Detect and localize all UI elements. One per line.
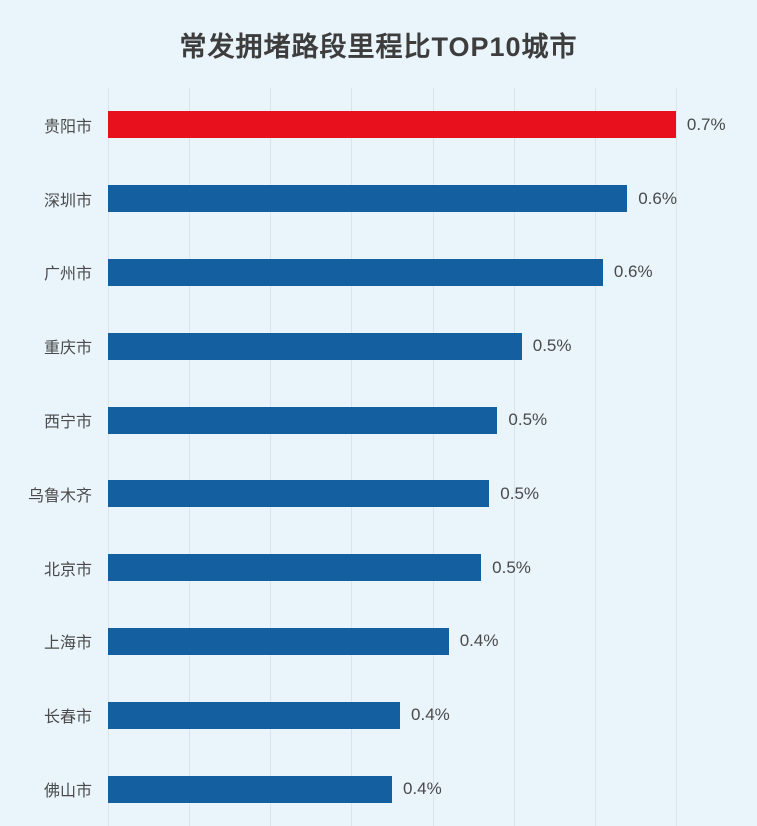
bar-row: 广州市 0.6% [0, 236, 757, 310]
gridline [270, 88, 272, 826]
bar-guangzhou [108, 258, 603, 286]
gridline [675, 88, 677, 826]
bar-track: 0.6% [108, 258, 757, 286]
category-label: 北京市 [43, 561, 92, 579]
bar-shenzhen [108, 185, 628, 213]
bar-row: 西宁市 0.5% [0, 383, 757, 457]
bar-track: 0.4% [108, 627, 757, 655]
bar-row: 深圳市 0.6% [0, 162, 757, 236]
value-label: 0.5% [532, 336, 572, 356]
bar-rows: 贵阳市 0.7% 深圳市 0.6% 广州市 0.6% [0, 88, 757, 826]
bar-track: 0.5% [108, 406, 757, 434]
value-label: 0.7% [686, 114, 726, 134]
value-label: 0.6% [638, 188, 677, 208]
value-label: 0.5% [500, 483, 540, 503]
gridline [189, 88, 191, 826]
value-label: 0.5% [508, 410, 548, 430]
category-label: 深圳市 [43, 192, 92, 210]
bar-guiyang [108, 111, 676, 139]
bar-track: 0.5% [108, 332, 757, 360]
bar-track: 0.4% [108, 775, 757, 803]
value-label: 0.6% [613, 262, 653, 282]
bar-changchun [108, 701, 401, 729]
gridline [108, 88, 109, 826]
gridline [594, 88, 596, 826]
bar-row: 佛山市 0.4% [0, 752, 757, 826]
gridline [513, 88, 515, 826]
category-label: 西宁市 [43, 414, 92, 432]
category-label: 佛山市 [43, 783, 92, 801]
gridlines [108, 88, 757, 826]
bar-chongqing [108, 332, 522, 360]
bar-beijing [108, 554, 482, 582]
bar-row: 长春市 0.4% [0, 678, 757, 752]
bar-row: 乌鲁木齐 0.5% [0, 457, 757, 531]
gridline [351, 88, 353, 826]
bar-row: 上海市 0.4% [0, 605, 757, 679]
bar-row: 贵阳市 0.7% [0, 88, 757, 162]
bar-foshan [108, 775, 392, 803]
category-label: 乌鲁木齐 [27, 487, 92, 505]
category-label: 重庆市 [43, 340, 92, 358]
bar-track: 0.4% [108, 701, 757, 729]
value-label: 0.5% [492, 557, 531, 577]
bar-urumqi [108, 480, 490, 508]
value-label: 0.4% [459, 631, 499, 651]
gridline [432, 88, 434, 826]
category-label: 贵阳市 [43, 118, 92, 136]
bar-track: 0.6% [108, 185, 757, 213]
value-label: 0.4% [402, 779, 442, 799]
bar-track: 0.5% [108, 480, 757, 508]
chart-title: 常发拥堵路段里程比TOP10城市 [179, 31, 578, 62]
value-label: 0.4% [411, 705, 450, 725]
category-label: 上海市 [43, 635, 92, 653]
bar-xining [108, 406, 498, 434]
bar-track: 0.5% [108, 554, 757, 582]
bar-shanghai [108, 627, 449, 655]
category-label: 广州市 [43, 266, 92, 284]
plot-area: 贵阳市 0.7% 深圳市 0.6% 广州市 0.6% [0, 88, 757, 826]
bar-row: 重庆市 0.5% [0, 309, 757, 383]
bar-row: 北京市 0.5% [0, 531, 757, 605]
bar-track: 0.7% [108, 111, 757, 139]
category-label: 长春市 [43, 709, 92, 727]
